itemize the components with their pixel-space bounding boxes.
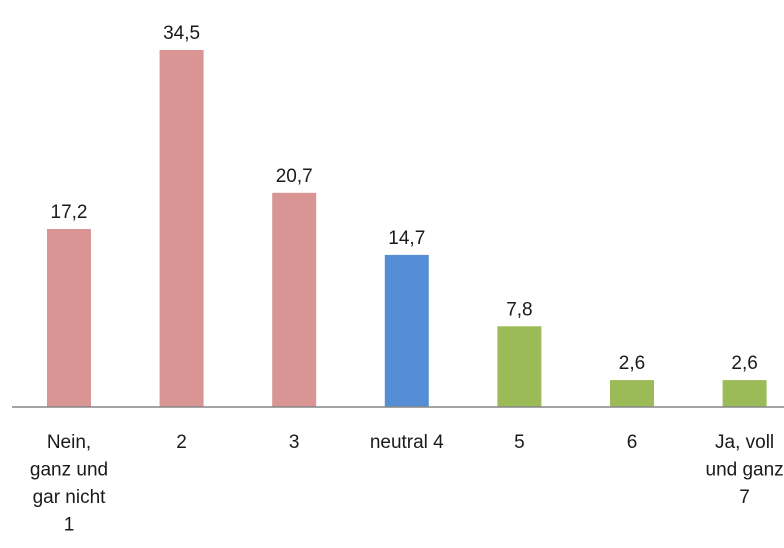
category-label-7-line-2: und ganz bbox=[706, 460, 784, 481]
bar-4 bbox=[384, 254, 429, 407]
bar-7 bbox=[722, 380, 767, 407]
value-label-5: 7,8 bbox=[506, 299, 532, 320]
bar-3 bbox=[272, 192, 317, 407]
category-label-4-line-1: neutral 4 bbox=[370, 432, 444, 453]
value-label-3: 20,7 bbox=[276, 166, 313, 187]
category-label-1-line-2: ganz und bbox=[30, 460, 108, 481]
value-label-7: 2,6 bbox=[731, 353, 757, 374]
category-labels: Nein, ganz und gar nicht 1 2 3 neutral 4 5 6 Ja, … bbox=[30, 432, 784, 536]
category-label-1-line-1: Nein, bbox=[47, 432, 91, 453]
category-label-1-line-3: gar nicht bbox=[33, 487, 107, 508]
value-labels: 17,2 34,5 20,7 14,7 7,8 2,6 2,6 bbox=[51, 23, 758, 374]
bars bbox=[47, 50, 767, 407]
category-label-6-line-1: 6 bbox=[627, 432, 638, 453]
bar-2 bbox=[159, 50, 204, 407]
value-label-4: 14,7 bbox=[388, 228, 425, 249]
category-label-2-line-1: 2 bbox=[176, 432, 187, 453]
category-label-3-line-1: 3 bbox=[289, 432, 300, 453]
category-label-7-line-1: Ja, voll bbox=[715, 432, 774, 453]
bar-6 bbox=[610, 380, 654, 407]
bar-1 bbox=[47, 229, 91, 407]
category-label-5-line-1: 5 bbox=[514, 432, 525, 453]
category-label-1-line-4: 1 bbox=[64, 515, 75, 536]
category-label-7-line-3: 7 bbox=[739, 487, 750, 508]
value-label-6: 2,6 bbox=[619, 353, 645, 374]
value-label-1: 17,2 bbox=[51, 202, 88, 223]
value-label-2: 34,5 bbox=[163, 23, 200, 44]
bar-5 bbox=[497, 326, 542, 407]
